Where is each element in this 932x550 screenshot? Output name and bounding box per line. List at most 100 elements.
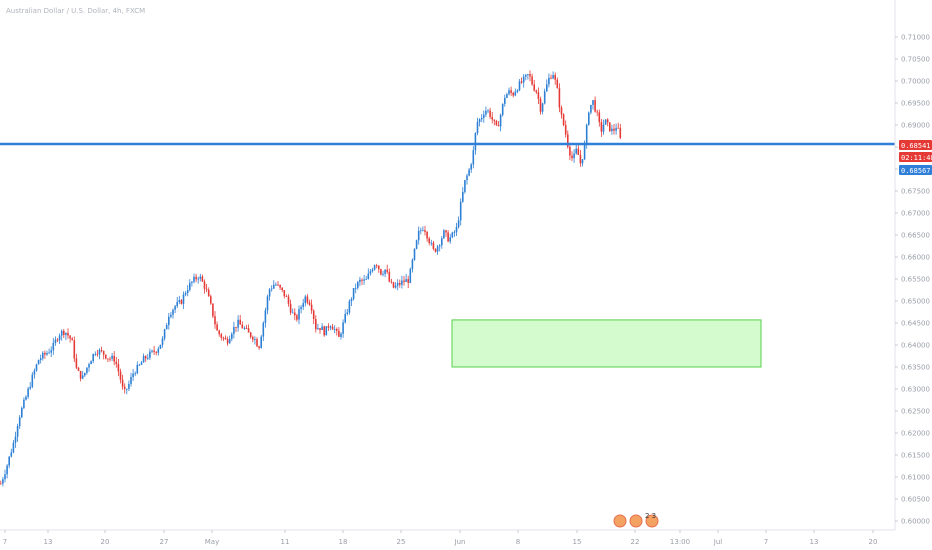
candle[interactable] xyxy=(270,285,273,292)
candle[interactable] xyxy=(472,146,475,169)
price-axis[interactable]: 0.71000 0.70500 0.70000 0.69500 0.69000 0.685… xyxy=(894,0,930,530)
candle[interactable] xyxy=(228,335,231,344)
candle[interactable] xyxy=(527,73,529,80)
candle[interactable] xyxy=(321,323,323,331)
candle[interactable] xyxy=(386,264,388,274)
candle[interactable] xyxy=(264,307,267,328)
candle[interactable] xyxy=(352,288,355,301)
candle[interactable] xyxy=(252,335,254,343)
event-flag-icon[interactable] xyxy=(629,514,643,528)
candle[interactable] xyxy=(33,368,36,379)
candle[interactable] xyxy=(306,294,309,305)
candle[interactable] xyxy=(413,248,416,261)
candle[interactable] xyxy=(485,106,487,117)
candle[interactable] xyxy=(487,109,489,114)
candle[interactable] xyxy=(554,72,556,85)
candle[interactable] xyxy=(380,268,382,276)
candle[interactable] xyxy=(533,79,535,92)
candle[interactable] xyxy=(155,351,157,356)
candle[interactable] xyxy=(231,332,233,342)
candle[interactable] xyxy=(172,308,174,319)
candle[interactable] xyxy=(596,109,598,117)
candle[interactable] xyxy=(157,346,160,356)
candle[interactable] xyxy=(506,92,508,99)
candle[interactable] xyxy=(191,281,193,287)
candle[interactable] xyxy=(226,336,229,346)
candle[interactable] xyxy=(579,150,582,167)
candle[interactable] xyxy=(562,113,565,127)
candle[interactable] xyxy=(615,123,617,135)
candle[interactable] xyxy=(18,415,21,429)
candle[interactable] xyxy=(590,104,592,115)
candle[interactable] xyxy=(12,440,15,454)
candle[interactable] xyxy=(96,349,99,357)
candle[interactable] xyxy=(491,111,493,124)
candle[interactable] xyxy=(180,299,183,305)
candle[interactable] xyxy=(373,264,376,271)
candle[interactable] xyxy=(459,198,462,226)
event-flag-icon[interactable] xyxy=(645,514,659,528)
candle[interactable] xyxy=(319,328,321,334)
time-axis[interactable]: 7 13 20 27 May 11 18 25 Jun 8 15 22 13:00 Jul 7 13 20 xyxy=(0,529,895,546)
candle[interactable] xyxy=(174,304,176,314)
candle[interactable] xyxy=(71,337,73,341)
candle[interactable] xyxy=(340,332,342,340)
zone-rectangle[interactable] xyxy=(451,319,762,368)
candle[interactable] xyxy=(220,332,223,341)
candle[interactable] xyxy=(504,94,506,107)
candle[interactable] xyxy=(31,372,34,389)
candle[interactable] xyxy=(359,276,361,287)
candle[interactable] xyxy=(195,273,197,283)
candle[interactable] xyxy=(147,354,149,361)
candle[interactable] xyxy=(69,334,71,343)
candle[interactable] xyxy=(363,275,365,285)
candle[interactable] xyxy=(401,275,403,289)
candle[interactable] xyxy=(611,124,613,135)
candle[interactable] xyxy=(432,240,435,251)
candle[interactable] xyxy=(268,288,271,301)
candle[interactable] xyxy=(357,280,359,290)
candle[interactable] xyxy=(199,273,202,282)
candle[interactable] xyxy=(56,338,59,343)
candle[interactable] xyxy=(302,298,304,310)
candle[interactable] xyxy=(197,276,199,284)
candle[interactable] xyxy=(594,96,596,113)
candle[interactable] xyxy=(182,291,185,309)
candle[interactable] xyxy=(10,448,13,458)
candle[interactable] xyxy=(205,283,208,293)
candle[interactable] xyxy=(189,279,191,292)
candle[interactable] xyxy=(67,328,69,339)
candle[interactable] xyxy=(552,71,554,80)
candle[interactable] xyxy=(178,295,181,305)
candle[interactable] xyxy=(298,305,300,325)
candle[interactable] xyxy=(142,353,145,363)
candle[interactable] xyxy=(464,180,466,194)
candle[interactable] xyxy=(550,74,552,80)
candle[interactable] xyxy=(134,371,136,377)
candle[interactable] xyxy=(375,263,378,269)
candle[interactable] xyxy=(602,119,605,135)
candle[interactable] xyxy=(81,371,84,380)
candle[interactable] xyxy=(58,333,61,344)
candle[interactable] xyxy=(123,383,126,394)
candle[interactable] xyxy=(493,119,496,126)
candle[interactable] xyxy=(411,258,414,273)
candle[interactable] xyxy=(420,227,422,235)
candle[interactable] xyxy=(165,323,168,330)
candle[interactable] xyxy=(457,216,460,229)
candle[interactable] xyxy=(54,336,57,346)
candle[interactable] xyxy=(558,83,561,113)
candle[interactable] xyxy=(438,244,441,252)
candle[interactable] xyxy=(121,374,124,390)
candle[interactable] xyxy=(522,74,525,88)
candle[interactable] xyxy=(577,143,580,155)
candle[interactable] xyxy=(369,268,372,276)
candle[interactable] xyxy=(424,225,426,236)
candle[interactable] xyxy=(25,395,27,401)
candle[interactable] xyxy=(470,162,472,173)
candle[interactable] xyxy=(609,122,611,132)
candle[interactable] xyxy=(378,265,380,273)
candle[interactable] xyxy=(212,303,214,319)
candle[interactable] xyxy=(243,326,246,330)
candle[interactable] xyxy=(384,269,386,278)
